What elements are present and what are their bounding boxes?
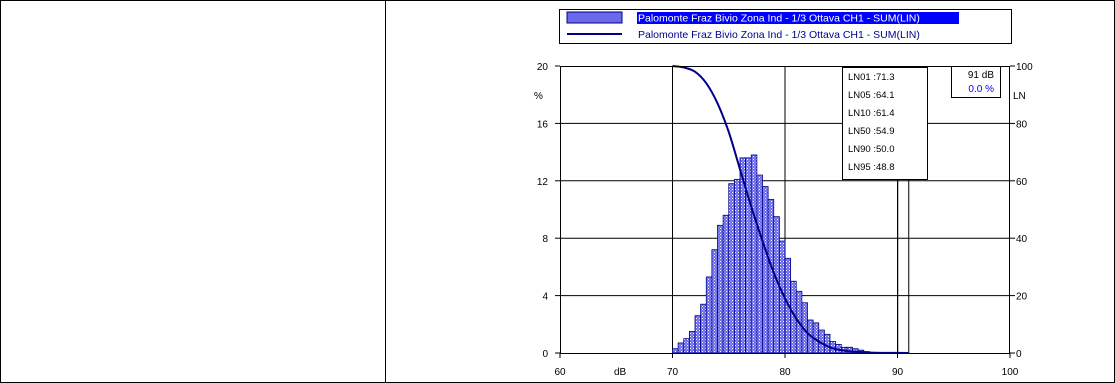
y-left-tick-label: 0 — [542, 349, 548, 360]
y-left-tick-label: 20 — [537, 62, 549, 73]
y-left-tick-label: 16 — [537, 119, 549, 130]
x-axis-label: dB — [614, 367, 627, 378]
cursor-readout: 91 dB 0.0 % — [951, 66, 1001, 98]
histogram-bar — [711, 249, 718, 354]
x-tick-label: 100 — [1002, 367, 1019, 378]
x-tick-label: 60 — [554, 367, 566, 378]
grid — [560, 66, 1010, 353]
cursor-readout-frame — [951, 66, 1001, 98]
y-axis-left: 0 4 8 12 16 20 — [537, 62, 560, 360]
x-tick-label: 70 — [667, 367, 679, 378]
y-right-tick-label: 20 — [1016, 292, 1028, 303]
stats-ln05: LN05 :64.1 — [848, 90, 894, 101]
legend-bar-label: Palomonte Fraz Bivio Zona Ind - 1/3 Otta… — [638, 13, 920, 25]
legend-line-label: Palomonte Fraz Bivio Zona Ind - 1/3 Otta… — [638, 29, 920, 41]
y-right-tick-label: 60 — [1016, 177, 1028, 188]
y-axis-right: 0 20 40 60 80 100 — [1010, 62, 1033, 360]
stats-box: LN01 :71.3 LN05 :64.1 LN10 :61.4 LN50 :5… — [842, 67, 928, 180]
histogram-bar — [694, 315, 702, 354]
histogram-bar — [756, 174, 763, 354]
x-axis: 60 70 80 90 100 — [554, 353, 1019, 378]
stats-ln95: LN95 :48.8 — [848, 162, 894, 173]
stats-ln10: LN10 :61.4 — [848, 108, 894, 119]
histogram-bar — [722, 214, 730, 354]
legend-bar-swatch — [566, 11, 623, 24]
y-left-axis-label: % — [534, 91, 543, 102]
histogram-bar — [700, 303, 707, 354]
histogram-bar — [750, 154, 758, 354]
y-left-tick-label: 8 — [542, 234, 548, 245]
y-right-tick-label: 80 — [1016, 119, 1028, 130]
histogram-bar — [683, 338, 690, 354]
histogram-bar — [823, 333, 831, 354]
cursor-percent: 0.0 % — [968, 84, 994, 95]
stats-ln50: LN50 :54.9 — [848, 126, 894, 137]
stats-ln01: LN01 :71.3 — [848, 72, 894, 83]
histogram-bar — [705, 276, 713, 354]
histogram-bar — [728, 183, 735, 354]
cumulative-line — [672, 65, 909, 354]
plot-area — [560, 65, 1010, 354]
y-left-tick-label: 12 — [537, 177, 549, 188]
legend: Palomonte Fraz Bivio Zona Ind - 1/3 Otta… — [559, 9, 1012, 44]
histogram-bar — [767, 199, 775, 354]
histogram-bar — [745, 157, 752, 354]
cursor-level: 91 dB — [968, 70, 994, 81]
y-left-tick-label: 4 — [542, 292, 548, 303]
legend-highlight — [637, 12, 959, 24]
histogram-bar — [672, 348, 679, 354]
stats-box-frame — [842, 67, 928, 180]
y-right-tick-label: 0 — [1016, 349, 1022, 360]
y-right-tick-label: 40 — [1016, 234, 1028, 245]
histogram-bar — [733, 178, 741, 354]
stats-ln90: LN90 :50.0 — [848, 144, 894, 155]
y-right-axis-label: LN — [1013, 91, 1026, 102]
histogram-bar — [688, 331, 696, 354]
x-tick-label: 90 — [892, 367, 904, 378]
histogram-bar — [677, 342, 685, 354]
histogram-bar — [762, 186, 769, 354]
histogram-bar — [717, 224, 724, 354]
x-tick-label: 80 — [779, 367, 791, 378]
y-right-tick-label: 100 — [1016, 62, 1033, 73]
